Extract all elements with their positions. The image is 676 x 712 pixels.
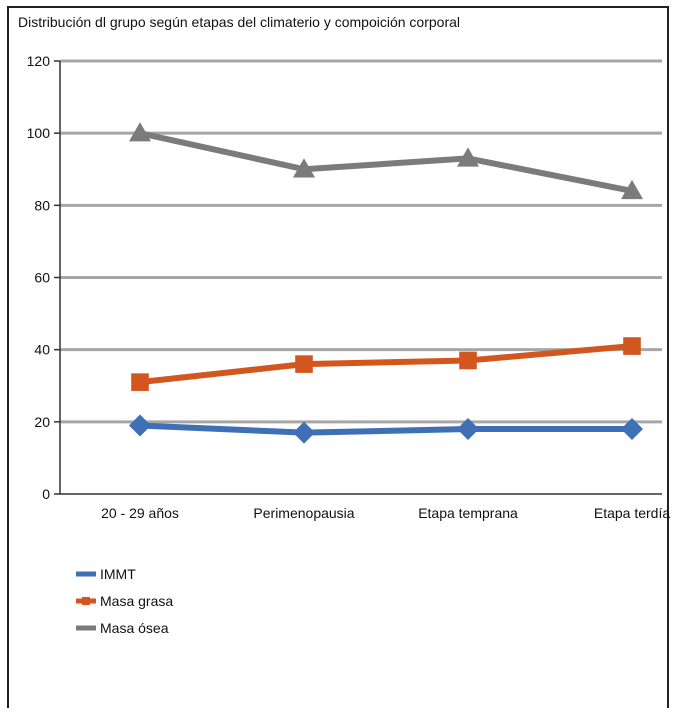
data-point-masa-grasa bbox=[295, 355, 313, 373]
data-point-immt bbox=[129, 414, 151, 437]
series-markers bbox=[129, 122, 643, 444]
y-tick-label: 100 bbox=[27, 125, 51, 141]
data-point-immt bbox=[293, 421, 315, 444]
x-tick-label: Perimenopausia bbox=[253, 505, 354, 521]
data-point-masa-osea bbox=[457, 147, 479, 167]
chart-title: Distribución dl grupo según etapas del c… bbox=[18, 14, 461, 30]
x-tick-label: 20 - 29 años bbox=[101, 505, 179, 521]
series-lines bbox=[139, 130, 633, 436]
data-point-masa-osea bbox=[621, 179, 643, 200]
x-tick-label: Etapa terdía bbox=[594, 505, 670, 521]
legend-label-masa-grasa: Masa grasa bbox=[100, 593, 173, 609]
legend-marker bbox=[82, 597, 90, 605]
y-tick-label: 20 bbox=[34, 414, 50, 430]
legend-label-masa-osea: Masa ósea bbox=[100, 620, 169, 636]
y-tick-label: 0 bbox=[42, 486, 50, 502]
data-point-masa-grasa bbox=[131, 373, 149, 391]
x-tick-labels: 20 - 29 años Perimenopausia Etapa temprana… bbox=[101, 505, 670, 521]
series-line-immt bbox=[139, 422, 632, 436]
y-tick-label: 40 bbox=[34, 342, 50, 358]
y-tick-label: 120 bbox=[27, 53, 51, 69]
y-tick-labels: 0 20 40 60 80 100 120 bbox=[27, 53, 51, 502]
data-point-masa-osea bbox=[129, 122, 151, 142]
series-line-masa-osea bbox=[139, 130, 633, 194]
data-point-masa-osea bbox=[293, 158, 315, 178]
axes bbox=[54, 60, 662, 495]
gridlines bbox=[60, 59, 662, 424]
data-point-masa-grasa bbox=[623, 337, 641, 355]
data-point-masa-grasa bbox=[459, 351, 477, 370]
series-line-masa-grasa bbox=[139, 343, 633, 386]
x-tick-label: Etapa temprana bbox=[418, 505, 518, 521]
legend-label-immt: IMMT bbox=[100, 566, 136, 582]
data-point-immt bbox=[457, 418, 479, 441]
legend: IMMT Masa grasa Masa ósea bbox=[76, 566, 173, 636]
y-tick-label: 60 bbox=[34, 270, 50, 286]
chart-frame bbox=[7, 6, 669, 708]
data-point-immt bbox=[621, 418, 643, 441]
y-tick-label: 80 bbox=[34, 197, 50, 213]
